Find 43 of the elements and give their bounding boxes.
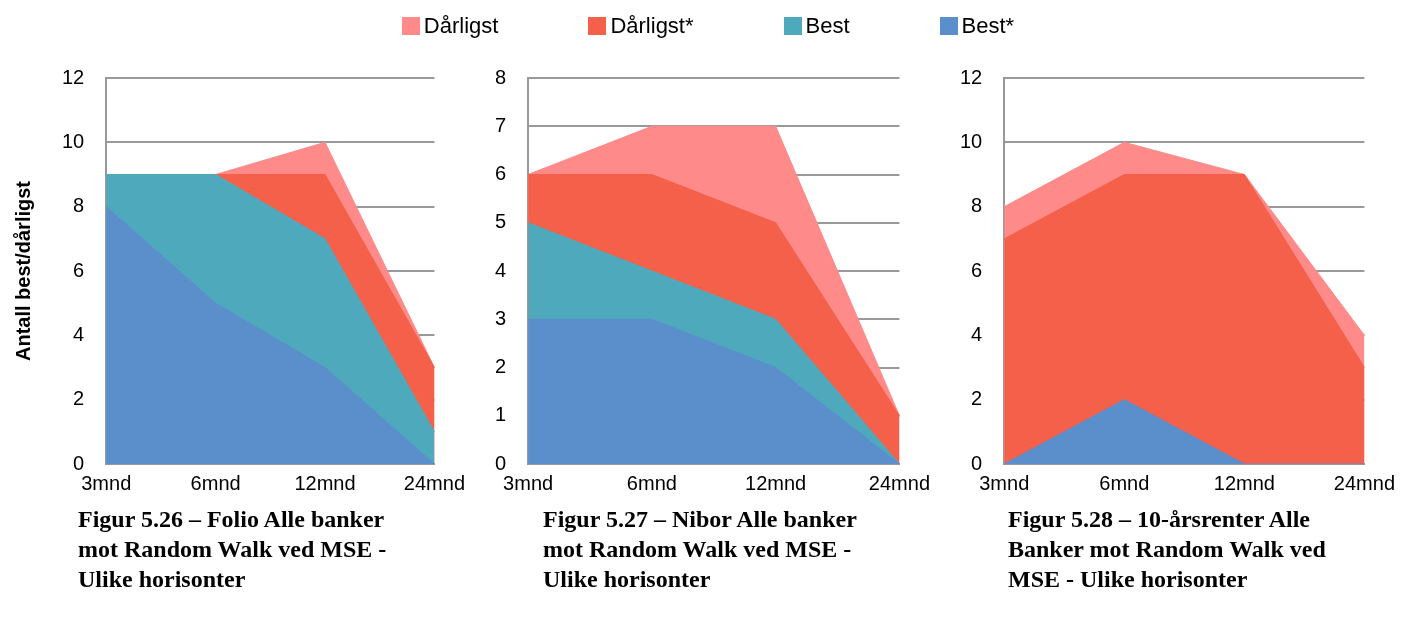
legend-label: Dårligst* bbox=[610, 13, 694, 39]
y-tick-label: 12 bbox=[62, 65, 85, 88]
y-tick-label: 0 bbox=[495, 451, 507, 474]
x-tick-label: 12mnd bbox=[294, 471, 356, 494]
x-tick-label: 12mnd bbox=[1213, 471, 1275, 494]
y-tick-label: 5 bbox=[495, 210, 507, 233]
y-tick-label: 6 bbox=[73, 258, 85, 281]
x-tick-label: 6mnd bbox=[190, 471, 241, 494]
y-tick-label: 6 bbox=[495, 162, 507, 185]
y-tick-label: 8 bbox=[495, 65, 507, 88]
y-tick-label: 4 bbox=[971, 322, 983, 345]
y-tick-label: 10 bbox=[960, 129, 983, 152]
y-tick-label: 2 bbox=[495, 355, 507, 378]
text: Figur 5.28 – 10-årsrenter Alle Banker mot Random Walk ved MSE - Ulike horisonter bbox=[1007, 505, 1327, 594]
y-tick-label: 7 bbox=[495, 113, 507, 136]
x-tick-label: 3mnd bbox=[503, 471, 554, 494]
y-tick-label: 4 bbox=[495, 258, 507, 281]
x-tick-label: 24mnd bbox=[868, 471, 930, 494]
y-tick-label: 3 bbox=[495, 306, 507, 329]
y-tick-label: 2 bbox=[971, 387, 983, 410]
x-tick-label: 3mnd bbox=[979, 471, 1030, 494]
y-tick-label: 1 bbox=[495, 403, 507, 426]
y-tick-label: 6 bbox=[971, 258, 983, 281]
text: Figur 5.26 – Folio Alle banker mot Random Walk ved MSE - Ulike horisonter bbox=[77, 505, 388, 594]
y-axis-title: Antall best/dårligst bbox=[11, 180, 34, 362]
y-tick-label: 0 bbox=[971, 451, 983, 474]
x-tick-label: 12mnd bbox=[745, 471, 807, 494]
y-tick-label: 12 bbox=[960, 65, 983, 88]
y-tick-label: 4 bbox=[73, 322, 85, 345]
x-tick-label: 6mnd bbox=[1099, 471, 1150, 494]
y-tick-label: 0 bbox=[73, 451, 85, 474]
legend-label: Dårligst bbox=[423, 13, 499, 39]
text: Figur 5.27 – Nibor Alle banker mot Random Walk ved MSE - Ulike horisonter bbox=[542, 505, 858, 594]
x-tick-label: 3mnd bbox=[81, 471, 132, 494]
y-tick-label: 8 bbox=[971, 194, 983, 217]
y-tick-label: 10 bbox=[62, 129, 85, 152]
x-tick-label: 24mnd bbox=[403, 471, 465, 494]
legend-label: Best bbox=[805, 13, 850, 39]
y-tick-label: 2 bbox=[73, 387, 85, 410]
y-tick-label: 8 bbox=[73, 194, 85, 217]
legend-label: Best* bbox=[961, 13, 1015, 39]
x-tick-label: 6mnd bbox=[626, 471, 677, 494]
x-tick-label: 24mnd bbox=[1333, 471, 1395, 494]
